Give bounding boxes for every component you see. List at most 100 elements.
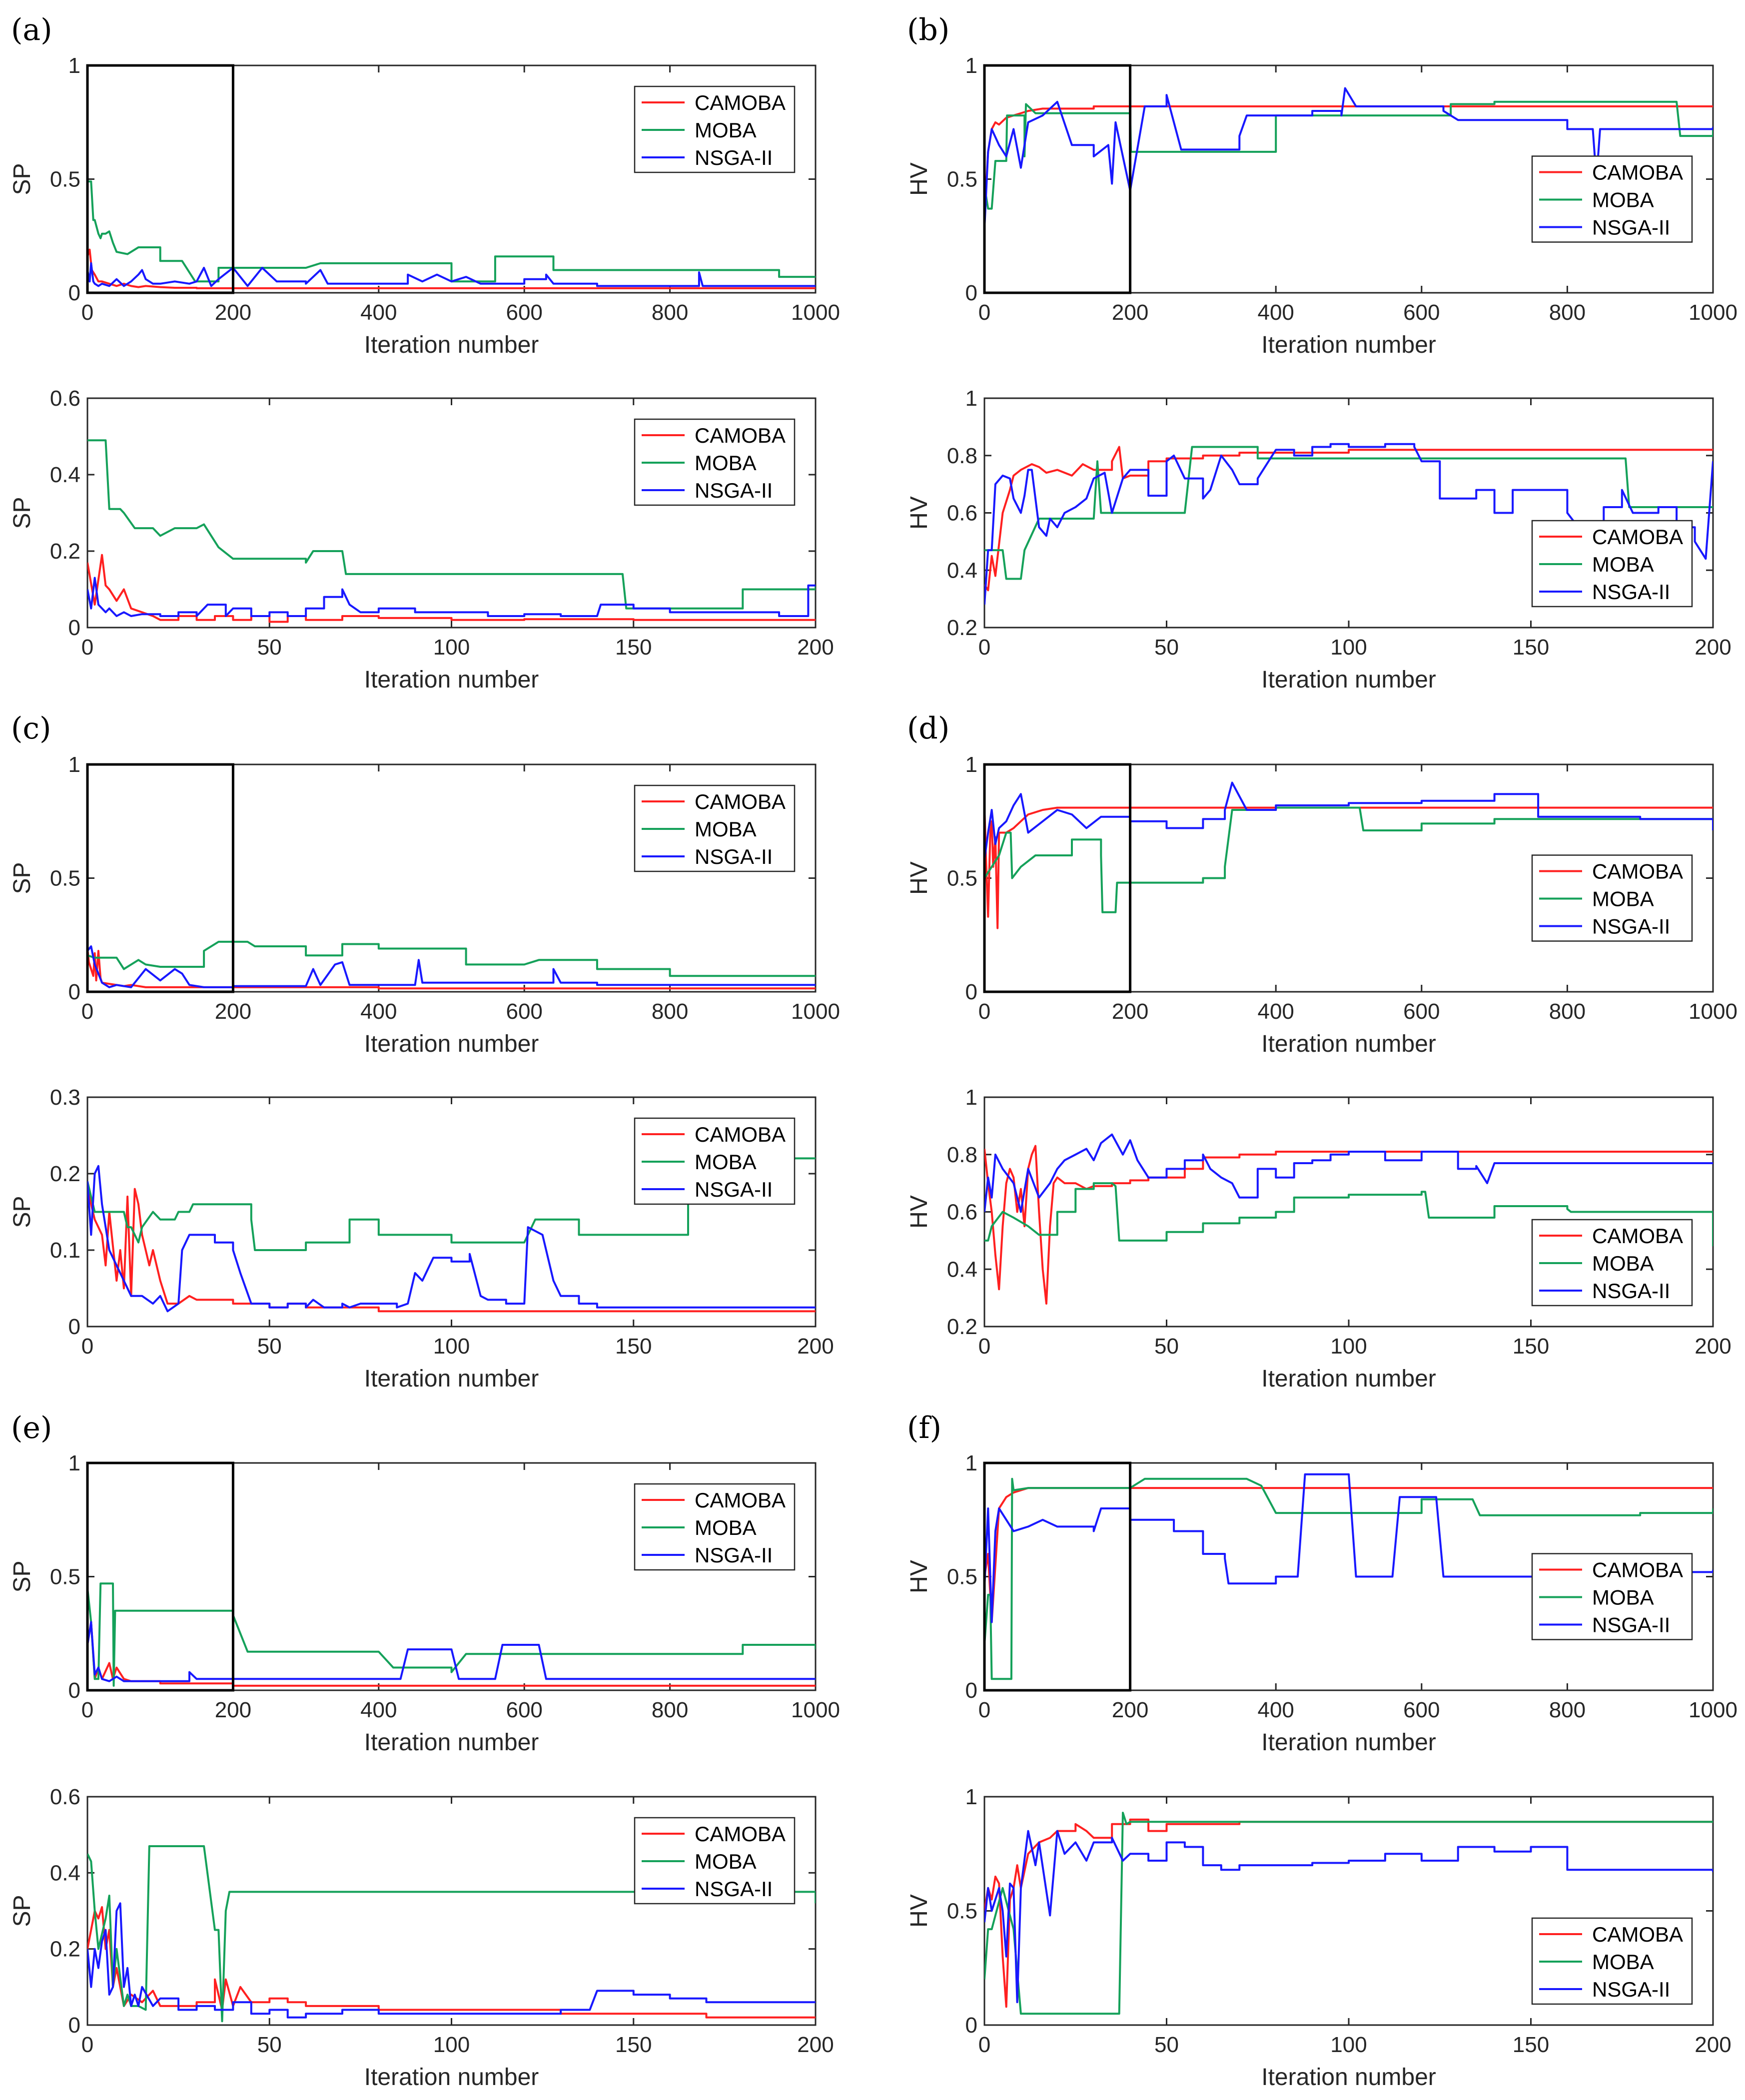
x-tick-label: 200 (1112, 300, 1148, 325)
y-tick-label: 0 (965, 980, 977, 1004)
x-tick-label: 400 (1257, 1698, 1294, 1722)
y-tick-label: 0.6 (50, 386, 80, 411)
series-line-moba (87, 439, 816, 610)
legend: CAMOBA MOBA NSGA-II (1531, 155, 1693, 243)
y-tick-label: 0.6 (947, 501, 977, 526)
y-tick-label: 0.4 (947, 1257, 977, 1282)
series-line-nsga-ii (87, 577, 816, 617)
x-tick-label: 0 (978, 999, 990, 1024)
x-tick-label: 0 (978, 2033, 990, 2057)
plot-panel: (f) 0 200 400 600 800 1000 0 0.5 1 Iteration numbe… (906, 1410, 1738, 1756)
y-tick-label: 1 (965, 1085, 977, 1110)
legend-entry: CAMOBA (1592, 525, 1683, 549)
series-group (984, 1812, 1713, 2015)
y-tick-label: 0.2 (50, 1937, 80, 1962)
y-axis-label: SP (9, 1196, 35, 1228)
zoom-box (983, 1461, 1132, 1692)
series-group (984, 1473, 1713, 1680)
plot-panel: (a) 0 200 400 600 800 1000 0 0.5 1 Iteration numbe… (9, 12, 840, 358)
x-tick-label: 600 (1403, 300, 1440, 325)
series-group (984, 87, 1713, 229)
legend-entry: NSGA-II (695, 1543, 773, 1567)
x-tick-label: 0 (81, 999, 93, 1024)
legend: CAMOBA MOBA NSGA-II (1531, 1219, 1693, 1307)
legend-entry: MOBA (695, 1850, 757, 1873)
x-tick-label: 0 (978, 1698, 990, 1722)
legend: CAMOBA MOBA NSGA-II (634, 85, 796, 173)
x-tick-label: 600 (506, 1698, 542, 1722)
zoom-box (983, 64, 1132, 294)
legend-entry: NSGA-II (695, 1877, 773, 1901)
plot-panel: 0 50 100 150 200 0.2 0.4 0.6 0.8 1 Iteration numbe… (906, 386, 1732, 693)
legend-entry: NSGA-II (695, 1178, 773, 1201)
series-line-moba (984, 446, 1713, 580)
y-axis-label: SP (9, 163, 35, 195)
y-tick-label: 0 (68, 281, 80, 305)
plot-panel: 0 50 100 150 200 0 0.2 0.4 0.6 Iteration number SP… (9, 386, 834, 693)
y-axis-label: HV (906, 1894, 932, 1928)
y-axis-label: SP (9, 1560, 35, 1592)
series-line-nsga-ii (984, 1830, 1713, 2004)
series-line-nsga-ii (87, 945, 816, 988)
y-tick-label: 0.2 (947, 1315, 977, 1339)
series-line-moba (984, 1182, 1713, 1247)
y-tick-label: 0.5 (947, 1899, 977, 1924)
y-tick-label: 1 (965, 386, 977, 411)
legend-entry: MOBA (695, 451, 757, 475)
y-tick-label: 1 (68, 1451, 80, 1475)
legend-entry: CAMOBA (695, 1488, 786, 1512)
y-tick-label: 1 (965, 1451, 977, 1475)
legend-entry: CAMOBA (695, 424, 786, 447)
x-tick-label: 150 (615, 2033, 652, 2057)
series-group (87, 1845, 816, 2023)
x-axis-label: Iteration number (1261, 667, 1436, 693)
x-tick-label: 1000 (791, 999, 840, 1024)
x-tick-label: 400 (360, 999, 397, 1024)
x-tick-label: 100 (433, 1334, 470, 1359)
zoom-box (86, 763, 234, 993)
x-axis-label: Iteration number (1261, 1366, 1436, 1392)
y-tick-label: 0.6 (50, 1785, 80, 1809)
plot-panel: (e) 0 200 400 600 800 1000 0 0.5 1 Iteration numbe… (9, 1410, 840, 1756)
x-tick-label: 0 (978, 300, 990, 325)
legend-entry: MOBA (695, 1150, 757, 1174)
series-group (984, 1133, 1713, 1305)
x-tick-label: 1000 (1689, 999, 1738, 1024)
series-line-camoba (87, 554, 816, 623)
y-tick-label: 0 (965, 1678, 977, 1703)
series-line-nsga-ii (87, 1902, 816, 2019)
legend-entry: NSGA-II (1592, 1613, 1670, 1637)
series-line-nsga-ii (984, 87, 1713, 229)
series-line-nsga-ii (984, 781, 1713, 860)
y-tick-label: 1 (68, 752, 80, 777)
x-tick-label: 200 (1695, 635, 1731, 660)
x-tick-label: 0 (81, 1698, 93, 1722)
legend-entry: NSGA-II (695, 146, 773, 169)
x-axis-label: Iteration number (1261, 1729, 1436, 1756)
panel-label: (c) (11, 711, 51, 746)
y-tick-label: 0.2 (947, 616, 977, 640)
x-tick-label: 400 (360, 1698, 397, 1722)
x-tick-label: 200 (215, 300, 251, 325)
zoom-box (983, 763, 1132, 993)
y-axis-label: HV (906, 162, 932, 196)
y-tick-label: 0.3 (50, 1085, 80, 1110)
x-axis-label: Iteration number (1261, 1031, 1436, 1057)
y-tick-label: 0.4 (947, 558, 977, 583)
y-tick-label: 0.2 (50, 1162, 80, 1186)
zoom-box (86, 64, 234, 294)
x-tick-label: 0 (978, 635, 990, 660)
series-group (87, 1157, 816, 1313)
y-tick-label: 0 (68, 2013, 80, 2038)
series-line-nsga-ii (984, 1473, 1713, 1623)
x-tick-label: 400 (360, 300, 397, 325)
x-tick-label: 600 (1403, 999, 1440, 1024)
y-axis-label: HV (906, 1195, 932, 1229)
series-line-nsga-ii (87, 1621, 816, 1682)
legend-entry: NSGA-II (1592, 216, 1670, 239)
x-tick-label: 150 (615, 1334, 652, 1359)
legend-entry: NSGA-II (695, 479, 773, 502)
x-tick-label: 200 (1695, 2033, 1731, 2057)
legend-entry: MOBA (1592, 1950, 1654, 1974)
x-axis-label: Iteration number (364, 667, 539, 693)
